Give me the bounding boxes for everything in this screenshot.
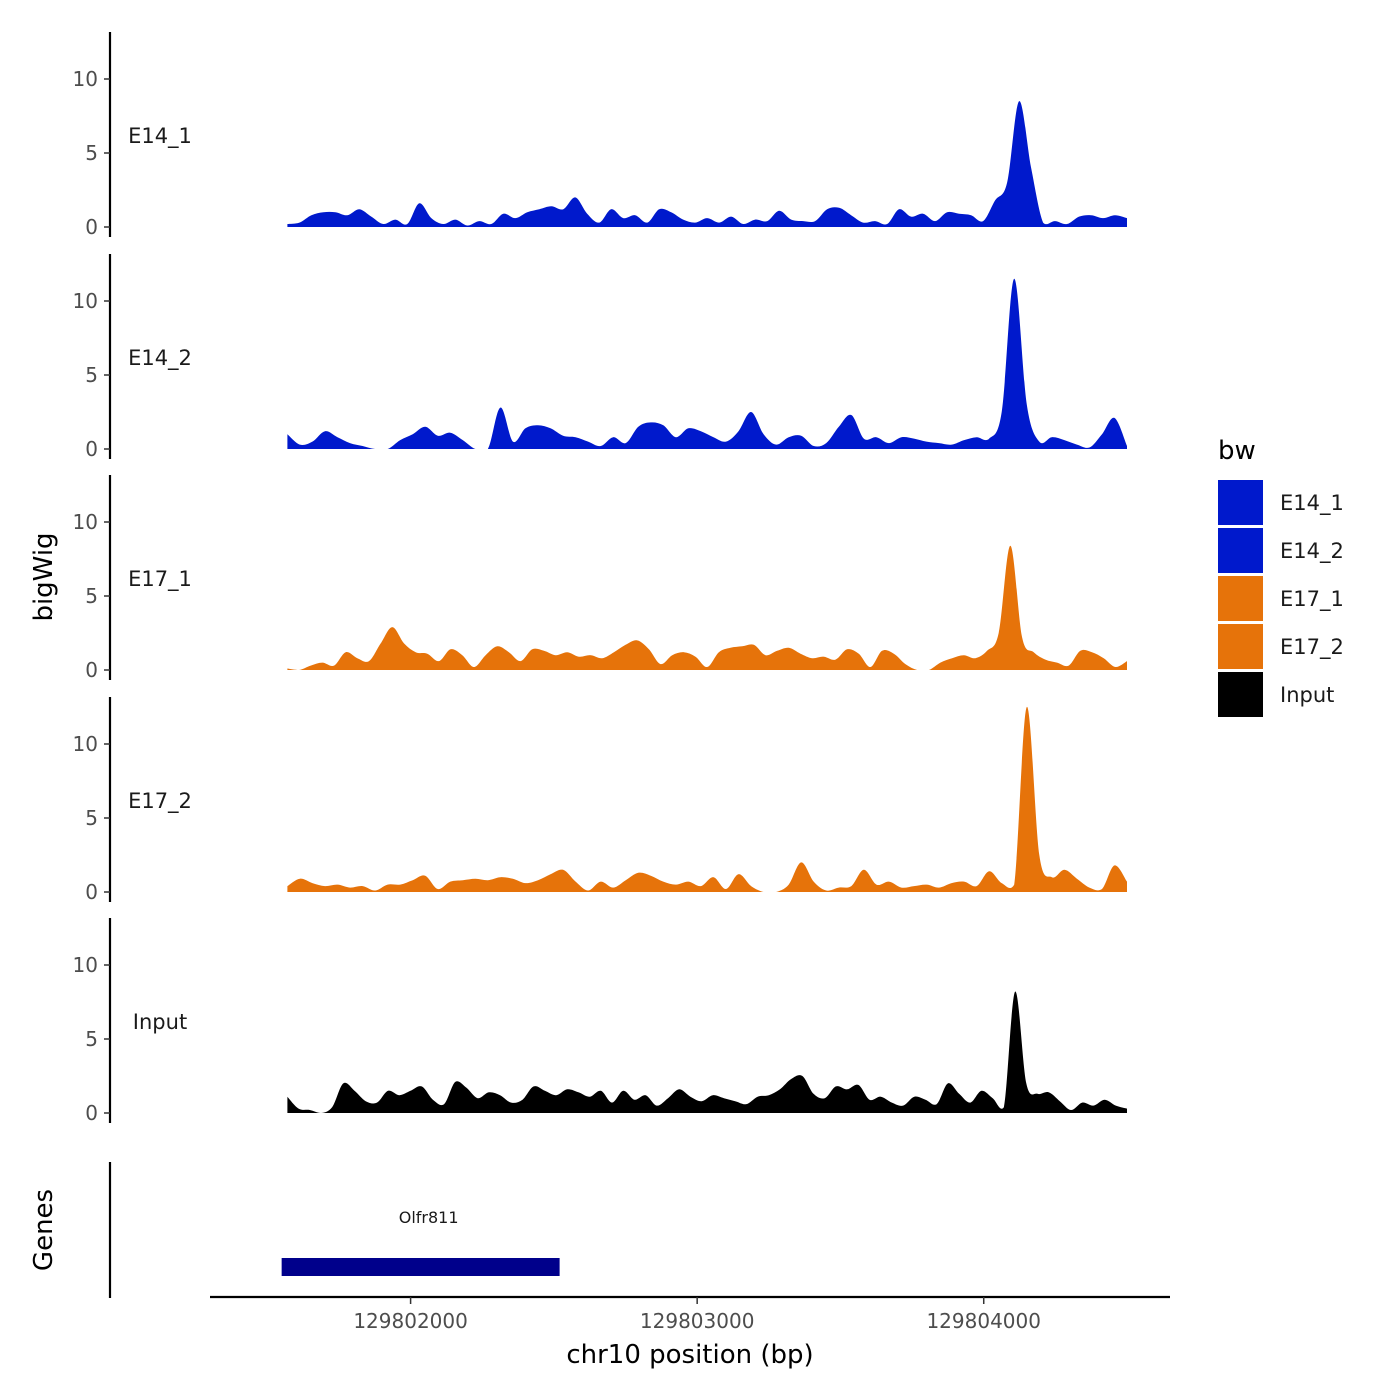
y-tick-label-e14-1-0: 0 [85,215,98,239]
gene-body-olfr811 [281,1258,560,1276]
track-label-input: Input [133,1010,187,1034]
legend-label-e17-1: E17_1 [1280,587,1344,612]
track-e17-2: 0 5 10 E17_2 [73,697,1127,904]
y-tick-label-input-10: 10 [73,953,98,977]
track-e14-2: 0 5 10 E14_2 [73,254,1127,461]
x-axis: 129802000 129803000 129804000 chr10 positi… [210,1295,1170,1370]
track-input: 0 5 10 Input [73,918,1127,1125]
area-e17-1 [287,545,1127,670]
legend-items: E14_1 E14_2 E17_1 E17_2 Input [1218,480,1344,717]
y-tick-label-e17-1-0: 0 [85,658,98,682]
legend-swatch-e17-2 [1218,624,1263,669]
area-e14-2 [287,278,1127,449]
legend-label-e17-2: E17_2 [1280,635,1344,660]
x-tick-label-129804000: 129804000 [926,1309,1041,1333]
legend-swatch-e17-1 [1218,576,1263,621]
y-tick-label-e17-2-0: 0 [85,880,98,904]
y-tick-label-e14-1-10: 10 [73,67,98,91]
gene-label: Olfr811 [399,1208,459,1227]
track-e14-1: 0 5 10 E14_1 [73,32,1127,239]
track-label-e14-2: E14_2 [128,346,192,371]
x-axis-title: chr10 position (bp) [566,1340,813,1370]
y-tick-label-e14-2-0: 0 [85,437,98,461]
y-tick-label-e17-2-5: 5 [85,806,98,830]
y-tick-label-e14-2-10: 10 [73,289,98,313]
y-tick-label-e14-2-5: 5 [85,363,98,387]
legend-swatch-e14-1 [1218,480,1263,525]
x-tick-label-129802000: 129802000 [353,1309,468,1333]
legend-label-e14-1: E14_1 [1280,491,1344,516]
tracks-layer: 0 5 10 E14_1 0 5 10 E14_2 0 5 10 E17_1 0 5 10 E17_2 0 5 10… [73,32,1127,1125]
genes-layer: Olfr811 Genes [29,1162,560,1298]
x-tick-label-129803000: 129803000 [640,1309,755,1333]
legend-swatch-e14-2 [1218,528,1263,573]
y-tick-label-e17-2-10: 10 [73,732,98,756]
y-tick-label-input-5: 5 [85,1027,98,1051]
y-axis-title: bigWig [29,532,59,621]
track-e17-1: 0 5 10 E17_1 [73,475,1127,682]
legend-swatch-input [1218,672,1263,717]
y-tick-label-e14-1-5: 5 [85,141,98,165]
x-ticks: 129802000 129803000 129804000 [353,1297,1041,1333]
legend: bw E14_1 E14_2 E17_1 E17_2 Input [1218,436,1344,717]
y-tick-label-input-0: 0 [85,1101,98,1125]
area-e17-2 [287,706,1127,892]
area-e14-1 [287,101,1127,227]
y-tick-label-e17-1-10: 10 [73,510,98,534]
track-label-e17-2: E17_2 [128,789,192,814]
legend-label-input: Input [1280,683,1334,707]
legend-label-e14-2: E14_2 [1280,539,1344,564]
y-tick-label-e17-1-5: 5 [85,584,98,608]
area-input [287,991,1127,1113]
legend-title: bw [1218,436,1256,466]
track-label-e14-1: E14_1 [128,124,192,149]
track-label-e17-1: E17_1 [128,567,192,592]
genes-axis-title: Genes [29,1189,59,1271]
